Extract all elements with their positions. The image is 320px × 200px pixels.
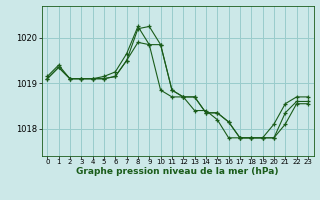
X-axis label: Graphe pression niveau de la mer (hPa): Graphe pression niveau de la mer (hPa) (76, 167, 279, 176)
